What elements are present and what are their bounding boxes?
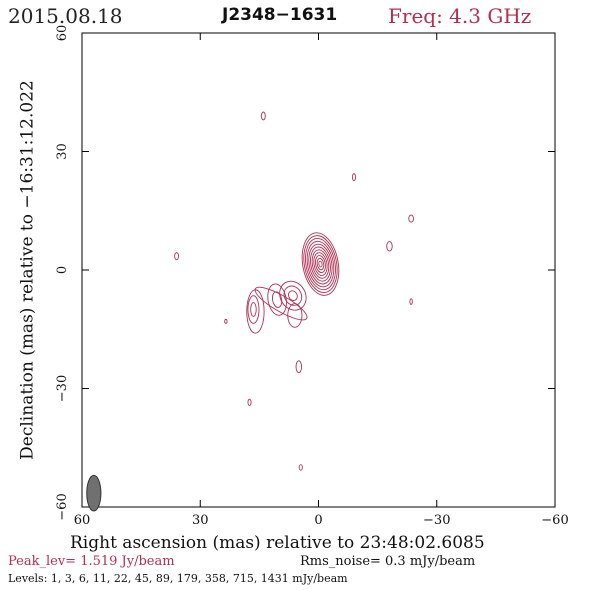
spot-6-contour (409, 298, 413, 305)
plot-frame (81, 32, 556, 508)
x-axis-label: Right ascension (mas) relative to 23:48:… (70, 533, 485, 553)
core-contour (308, 243, 333, 285)
jet-knot-1-contour (288, 290, 298, 301)
rms-noise: Rms_noise= 0.3 mJy/beam (300, 554, 476, 569)
spot-10-contour (298, 464, 303, 471)
spot-2-contour (351, 173, 357, 182)
core-contour (311, 249, 330, 279)
core-contour (303, 235, 338, 293)
x-tick-label: 60 (74, 513, 91, 528)
jet-knot-4-contour (250, 302, 257, 317)
x-tick-label: −60 (541, 513, 568, 528)
observation-date: 2015.08.18 (8, 4, 123, 28)
y-tick-label: 60 (55, 25, 70, 42)
spot-5-contour (174, 252, 180, 261)
beam-ellipse (86, 474, 102, 512)
x-tick-label: −30 (423, 513, 450, 528)
frequency-label: Freq: 4.3 GHz (388, 4, 532, 28)
core-contour (318, 260, 323, 268)
lobe-west-contour (287, 303, 303, 328)
spot-3-contour (408, 214, 414, 223)
spot-9-contour (247, 398, 252, 406)
jet-knot-2-contour (267, 283, 287, 316)
core-contour (315, 255, 326, 274)
x-tick-label: 30 (192, 513, 209, 528)
spot-1-contour (260, 111, 266, 121)
core-contour (306, 240, 335, 288)
spot-8-contour (295, 360, 303, 374)
spot-4-contour (386, 241, 393, 252)
core-contour (316, 257, 325, 271)
jet-knot-4-contour (247, 295, 260, 324)
y-tick-label: 30 (55, 143, 70, 160)
source-name: J2348−1631 (222, 5, 338, 25)
core-contour (301, 232, 340, 296)
y-tick-label: −60 (55, 493, 70, 520)
contour-levels: Levels: 1, 3, 6, 11, 22, 45, 89, 179, 35… (8, 572, 348, 585)
core-contour (310, 246, 331, 282)
jet-knot-1-contour (279, 280, 307, 311)
x-tick-label: 0 (314, 513, 322, 528)
core-contour (305, 238, 336, 291)
spot-7-contour (224, 318, 228, 324)
peak-level: Peak_lev= 1.519 Jy/beam (8, 554, 175, 569)
y-tick-label: 0 (55, 266, 70, 274)
core-contour (313, 252, 328, 276)
y-tick-label: −30 (55, 375, 70, 402)
jet-bridge-contour (254, 286, 308, 321)
